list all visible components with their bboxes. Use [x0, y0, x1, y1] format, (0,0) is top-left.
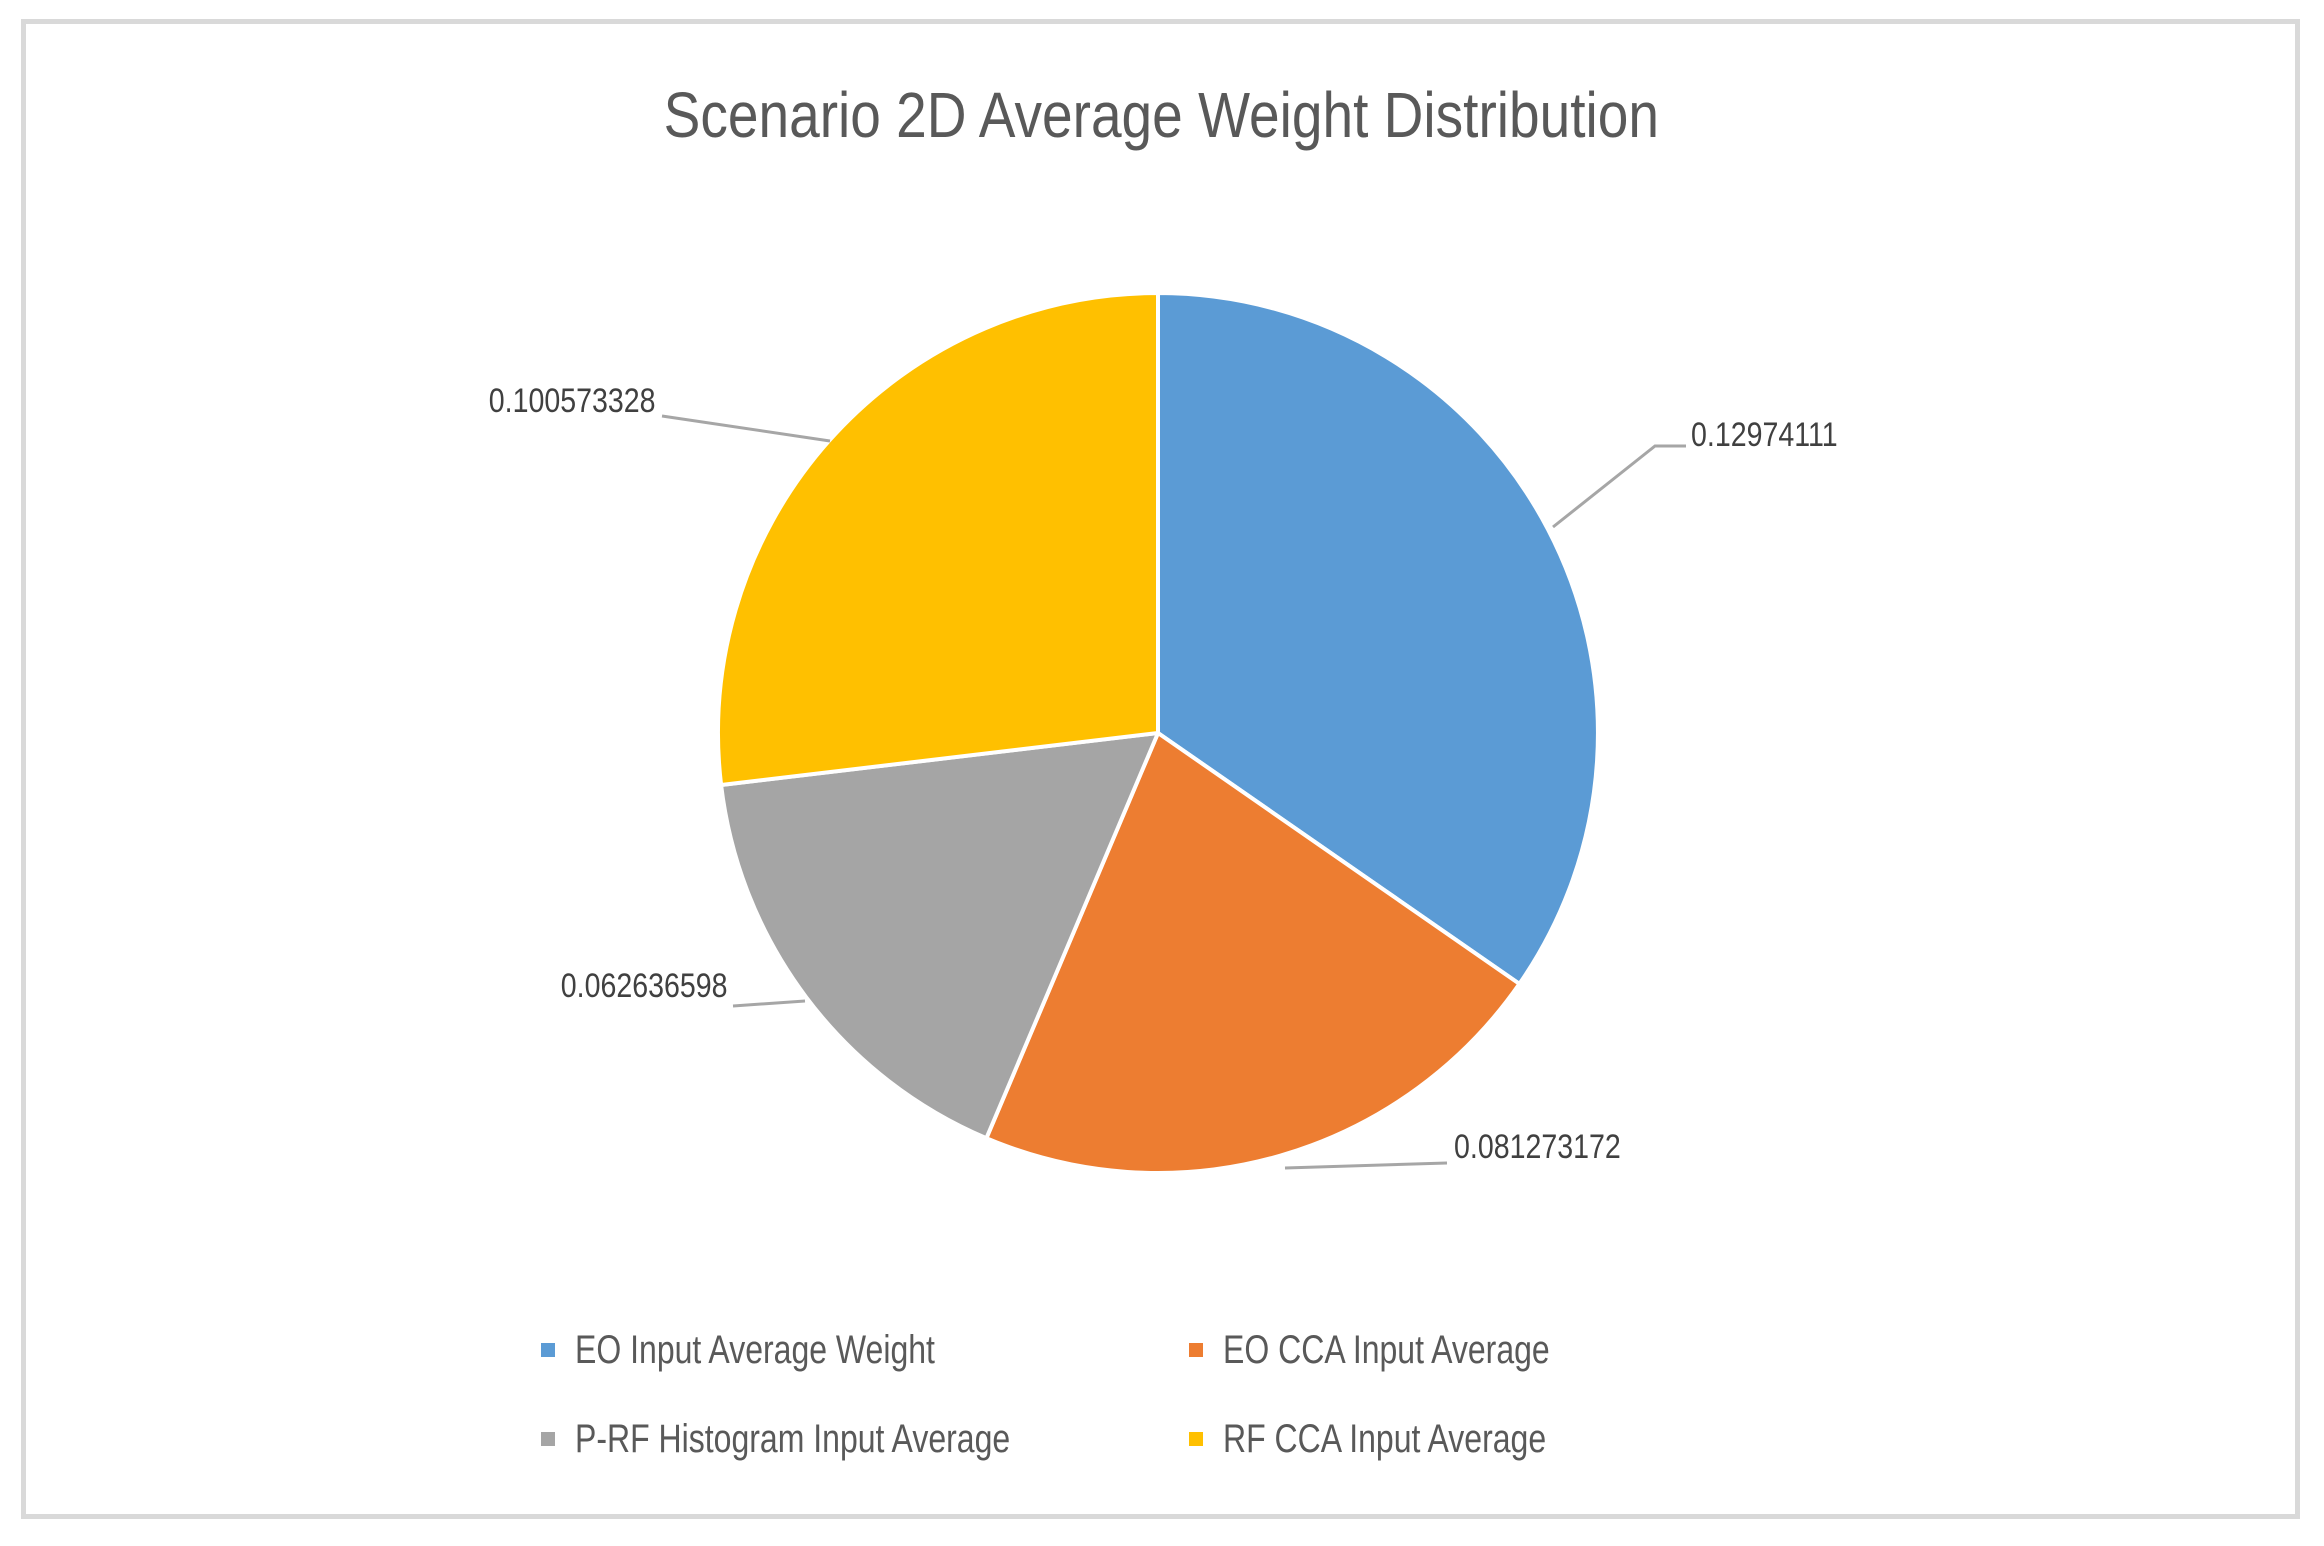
legend-marker-icon — [1189, 1432, 1203, 1446]
legend-item-p-rf-histogram-input-average[interactable]: P-RF Histogram Input Average — [541, 1417, 1119, 1461]
chart-title: Scenario 2D Average Weight Distribution — [663, 79, 1659, 151]
leader-line-eo-input-average-weight — [1552, 444, 1686, 529]
legend-item-rf-cca-input-average[interactable]: RF CCA Input Average — [1189, 1417, 1627, 1461]
pie-slice-eo-input-average-weight[interactable] — [1156, 291, 1600, 986]
pie-slice-rf-cca-input-average[interactable] — [716, 291, 1160, 787]
pie-slice-eo-cca-input-average[interactable] — [984, 731, 1522, 1175]
leader-line-eo-cca-input-average — [1284, 1161, 1448, 1170]
legend-marker-icon — [541, 1432, 555, 1446]
pie-slice-p-rf-histogram-input-average[interactable] — [719, 731, 1160, 1141]
data-label-rf-cca-input-average: 0.100573328 — [489, 382, 656, 420]
legend-item-eo-input-average-weight[interactable]: EO Input Average Weight — [541, 1328, 1025, 1372]
legend-marker-icon — [541, 1343, 555, 1357]
data-label-eo-cca-input-average: 0.081273172 — [1454, 1128, 1621, 1166]
legend-item-eo-cca-input-average[interactable]: EO CCA Input Average — [1189, 1328, 1631, 1372]
data-label-eo-input-average-weight: 0.12974111 — [1691, 416, 1838, 454]
legend-label: P-RF Histogram Input Average — [575, 1417, 1011, 1461]
leader-line-rf-cca-input-average — [661, 414, 831, 443]
data-label-p-rf-histogram-input-average: 0.062636598 — [561, 967, 728, 1005]
legend-label: EO Input Average Weight — [575, 1328, 935, 1372]
legend-label: EO CCA Input Average — [1223, 1328, 1550, 1372]
legend-label: RF CCA Input Average — [1223, 1417, 1547, 1461]
leader-line-p-rf-histogram-input-average — [732, 999, 806, 1008]
legend-marker-icon — [1189, 1343, 1203, 1357]
